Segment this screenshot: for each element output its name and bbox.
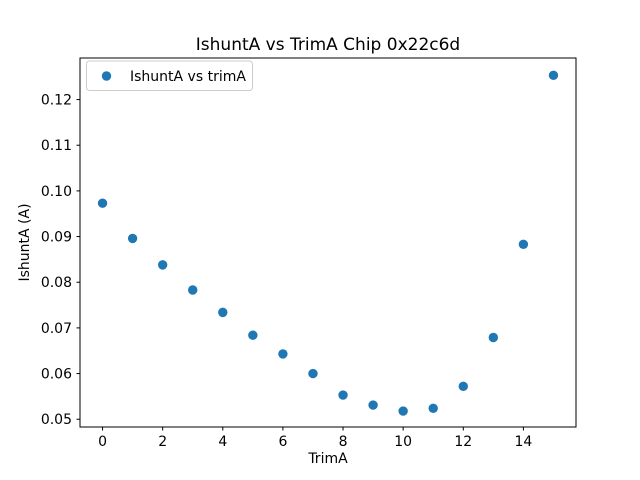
data-point (97, 198, 108, 208)
data-point (518, 239, 529, 250)
x-tick-label: 8 (339, 434, 348, 450)
x-tick-label: 0 (98, 434, 107, 450)
x-tick-label: 2 (158, 434, 167, 450)
x-tick-label: 6 (278, 434, 287, 450)
x-tick-label: 4 (218, 434, 227, 450)
y-tick-label: 0.05 (41, 412, 72, 428)
data-point (398, 406, 408, 416)
legend-label: IshuntA vs trimA (130, 69, 246, 85)
y-tick-label: 0.06 (41, 367, 72, 383)
scatter-series (97, 70, 559, 416)
data-point (218, 307, 228, 318)
data-point (157, 260, 168, 270)
y-tick-label: 0.09 (41, 230, 72, 246)
x-tick-label: 14 (514, 434, 532, 450)
data-point (458, 381, 468, 392)
plot-area (79, 57, 577, 428)
data-point (428, 403, 438, 413)
data-point (127, 233, 138, 244)
data-point (368, 400, 378, 410)
chart-title: IshuntA vs TrimA Chip 0x22c6d (196, 35, 460, 55)
data-point (188, 285, 198, 295)
data-point (248, 330, 258, 340)
y-tick-label: 0.11 (41, 138, 72, 154)
legend-box (86, 60, 253, 91)
data-point (308, 368, 318, 379)
y-tick-label: 0.10 (41, 184, 72, 200)
y-tick-label: 0.07 (41, 321, 72, 337)
data-point (548, 70, 559, 81)
y-tick-label: 0.08 (41, 275, 72, 291)
data-point (278, 349, 288, 359)
x-tick-label: 12 (454, 434, 472, 450)
x-tick-label: 10 (394, 434, 412, 450)
x-axis-label: TrimA (307, 451, 348, 467)
y-tick-label: 0.12 (41, 93, 72, 109)
data-point (488, 332, 499, 343)
y-axis-label: IshuntA (A) (17, 203, 33, 281)
legend: IshuntA vs trimA (86, 60, 253, 91)
legend-marker-icon (101, 71, 112, 81)
data-point (338, 390, 348, 400)
